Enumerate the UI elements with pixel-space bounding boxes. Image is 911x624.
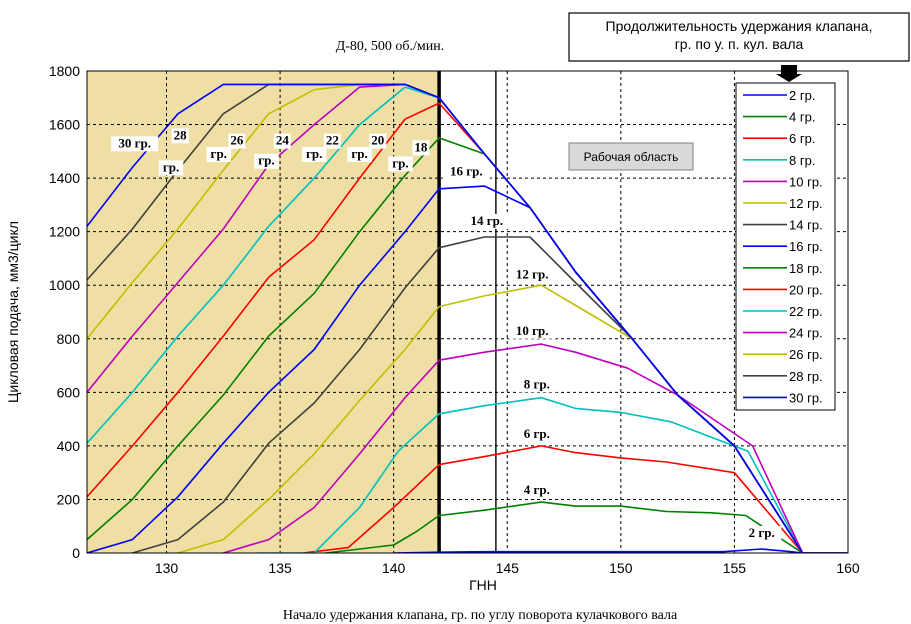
curve-label-bg bbox=[254, 153, 279, 169]
x-axis-label: Начало удержания клапана, гр. по углу по… bbox=[283, 608, 678, 623]
chart-title: Д-80, 500 об./мин. bbox=[336, 39, 445, 54]
legend-entry: 2 гр. bbox=[789, 88, 815, 103]
curve-label: 8 гр. bbox=[524, 376, 550, 391]
x-tick-label: 160 bbox=[836, 560, 860, 576]
curve-label: 20 bbox=[371, 133, 384, 148]
curve-label-bg bbox=[206, 147, 232, 163]
x-tick-label: 135 bbox=[268, 560, 292, 576]
curve-label: гр. bbox=[258, 153, 274, 168]
legend-entry: 28 гр. bbox=[789, 369, 823, 384]
curve-label-bg bbox=[228, 133, 246, 149]
curve-label: 26 bbox=[230, 133, 244, 148]
y-tick-label: 200 bbox=[57, 491, 81, 507]
curve-label-bg bbox=[273, 133, 291, 149]
working-area-box: Рабочая область bbox=[568, 142, 694, 171]
y-tick-label: 800 bbox=[57, 331, 81, 347]
curve-label-bg bbox=[508, 267, 556, 283]
curve-label-bg bbox=[463, 213, 511, 229]
y-tick-label: 1400 bbox=[49, 170, 80, 186]
curve-label: 16 гр. bbox=[450, 163, 483, 178]
series-line bbox=[302, 445, 848, 553]
curve-label: 30 гр. bbox=[118, 135, 151, 150]
y-tick-label: 1600 bbox=[49, 117, 80, 133]
curve-label-bg bbox=[171, 128, 189, 144]
legend: 2 гр. 4 гр. 6 гр. 8 гр. 10 гр. 12 гр. 14 гр. 16… bbox=[735, 82, 836, 411]
legend-entry: 30 гр. bbox=[789, 390, 823, 405]
legend-entry: 4 гр. bbox=[789, 110, 815, 125]
x-tick-label: 130 bbox=[155, 560, 179, 576]
legend-entry: 12 гр. bbox=[789, 196, 823, 211]
y-tick-label: 1000 bbox=[49, 277, 80, 293]
legend-entry: 20 гр. bbox=[789, 282, 823, 297]
legend-callout-line: гр. по у. п. кул. вала bbox=[675, 36, 804, 52]
curve-label: гр. bbox=[351, 146, 367, 161]
curve-label: 28 bbox=[174, 127, 188, 142]
curve-label: гр. bbox=[211, 146, 227, 161]
legend-entry: 18 гр. bbox=[789, 261, 823, 276]
working-area-label: Рабочая область bbox=[584, 150, 679, 164]
curve-label: 14 гр. bbox=[470, 213, 503, 228]
y-tick-label: 1800 bbox=[49, 63, 80, 79]
curve-label-bg bbox=[412, 140, 430, 156]
curve-label: гр. bbox=[163, 159, 179, 174]
curve-label: 18 bbox=[414, 139, 428, 154]
curve-label-bg bbox=[323, 133, 341, 149]
curve-label-bg bbox=[741, 525, 782, 541]
curve-label: гр. bbox=[392, 155, 408, 170]
y-tick-label: 400 bbox=[57, 438, 81, 454]
curve-label: 6 гр. bbox=[524, 426, 550, 441]
curve-label-bg bbox=[111, 136, 159, 152]
series-line bbox=[257, 396, 848, 553]
x-tick-label: 150 bbox=[609, 560, 633, 576]
legend-entry: 24 гр. bbox=[789, 326, 823, 341]
x-tick-label: 155 bbox=[723, 560, 747, 576]
curve-label-bg bbox=[347, 147, 372, 163]
legend-callout: Продолжительность удержания клапана, гр. … bbox=[568, 12, 910, 82]
legend-entry: 16 гр. bbox=[789, 239, 823, 254]
series-line bbox=[223, 343, 848, 553]
x-axis-secondary-label: ГНН bbox=[469, 577, 497, 593]
series-line bbox=[325, 501, 848, 553]
curve-label: 4 гр. bbox=[524, 482, 550, 497]
legend-entry: 8 гр. bbox=[789, 153, 815, 168]
curve-label-bg bbox=[442, 164, 490, 180]
curve-label-bg bbox=[517, 377, 557, 393]
series-line bbox=[87, 83, 848, 553]
legend-entry: 22 гр. bbox=[789, 304, 823, 319]
curve-label: 24 bbox=[276, 133, 290, 148]
callout-arrow-icon bbox=[776, 65, 802, 82]
legend-callout-text: Продолжительность удержания клапана, гр. … bbox=[606, 18, 873, 52]
legend-entry: 26 гр. bbox=[789, 347, 823, 362]
curve-label: 2 гр. bbox=[749, 525, 775, 540]
curve-label-bg bbox=[517, 426, 557, 442]
vertical-lines-layer bbox=[437, 71, 497, 553]
curve-label-bg bbox=[158, 160, 184, 176]
x-tick-label: 140 bbox=[382, 560, 406, 576]
x-tick-label: 145 bbox=[496, 560, 520, 576]
y-axis-label: Цикловая подача, мм3/цикл bbox=[5, 221, 21, 403]
curve-label-bg bbox=[508, 323, 556, 339]
series-layer bbox=[87, 83, 848, 553]
legend-entry: 6 гр. bbox=[789, 131, 815, 146]
y-tick-label: 0 bbox=[72, 545, 80, 561]
curve-label-bg bbox=[301, 147, 327, 163]
y-tick-label: 600 bbox=[57, 384, 81, 400]
curve-label-bg bbox=[517, 483, 557, 499]
curve-label-bg bbox=[388, 156, 413, 172]
curve-label-bg bbox=[369, 133, 387, 149]
curve-label: 12 гр. bbox=[516, 267, 549, 282]
curve-label: 10 гр. bbox=[516, 323, 549, 338]
plot-frame bbox=[86, 70, 849, 554]
y-tick-label: 1200 bbox=[49, 224, 80, 240]
curve-label: 22 bbox=[326, 133, 339, 148]
ticks-layer: 130 135 140 145 150 155 1600200400600800100012… bbox=[49, 63, 860, 576]
legend-entry: 14 гр. bbox=[789, 218, 823, 233]
series-line bbox=[393, 548, 848, 553]
legend-entry: 10 гр. bbox=[789, 174, 823, 189]
curve-label: гр. bbox=[306, 146, 322, 161]
legend-callout-line: Продолжительность удержания клапана, bbox=[606, 18, 873, 34]
